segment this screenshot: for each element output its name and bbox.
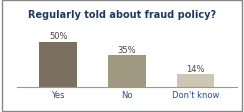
- Text: Regularly told about fraud policy?: Regularly told about fraud policy?: [28, 10, 216, 20]
- Bar: [39, 42, 77, 87]
- Bar: [108, 56, 146, 87]
- Text: 14%: 14%: [186, 64, 205, 73]
- Bar: [177, 75, 214, 87]
- Text: 50%: 50%: [49, 32, 68, 41]
- Text: 35%: 35%: [118, 45, 136, 54]
